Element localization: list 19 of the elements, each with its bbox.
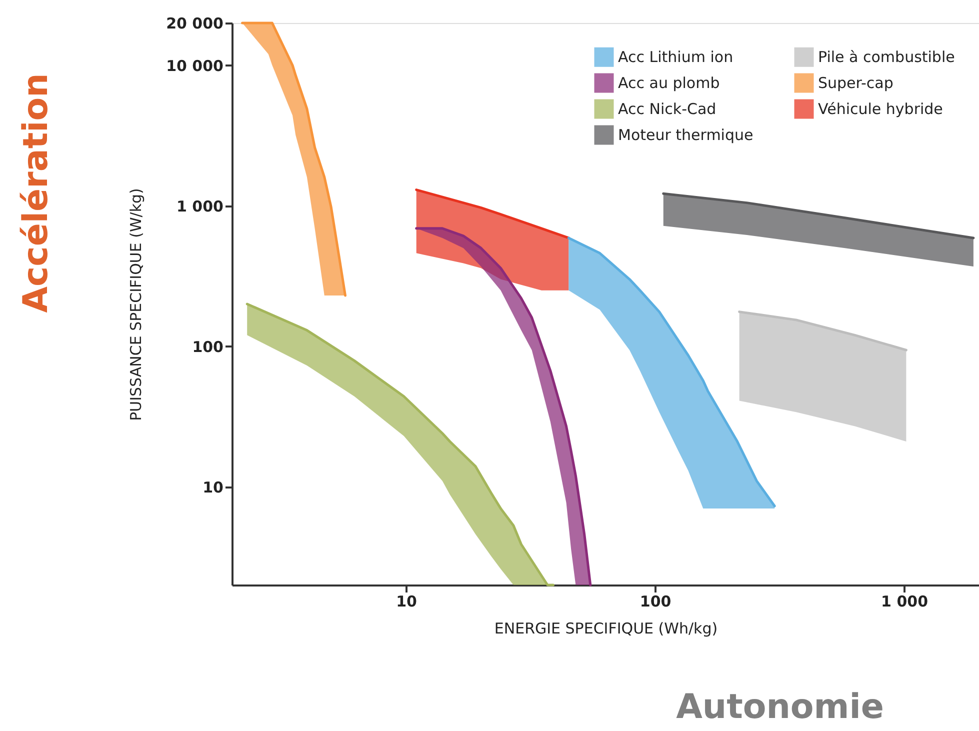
x-tick-label: 100	[640, 592, 672, 610]
legend-label: Super-cap	[818, 74, 894, 92]
text: Accélération	[16, 73, 56, 313]
legend-label: Acc Lithium ion	[618, 48, 734, 66]
legend-label: Acc Nick-Cad	[618, 100, 716, 118]
y-tick-label: 10	[202, 478, 224, 496]
x-tick-label: 1 000	[881, 592, 928, 610]
x-axis-title: ENERGIE SPECIFIQUE (Wh/kg)	[494, 620, 718, 638]
y-tick-label: 20 000	[166, 14, 224, 32]
legend-label: Véhicule hybride	[818, 100, 943, 118]
legend-label: Pile à combustible	[818, 48, 955, 66]
y-tick-label: 1 000	[176, 197, 224, 216]
legend-label: Acc au plomb	[618, 74, 720, 92]
legend-label: Moteur thermique	[618, 126, 754, 144]
y-tick-label: 100	[192, 338, 224, 356]
text: Autonomie	[676, 687, 884, 727]
y-tick-label: 10 000	[166, 56, 224, 75]
y-axis-title: PUISSANCE SPECIFIQUE (W/kg)	[127, 188, 146, 421]
x-tick-label: 10	[396, 592, 417, 610]
